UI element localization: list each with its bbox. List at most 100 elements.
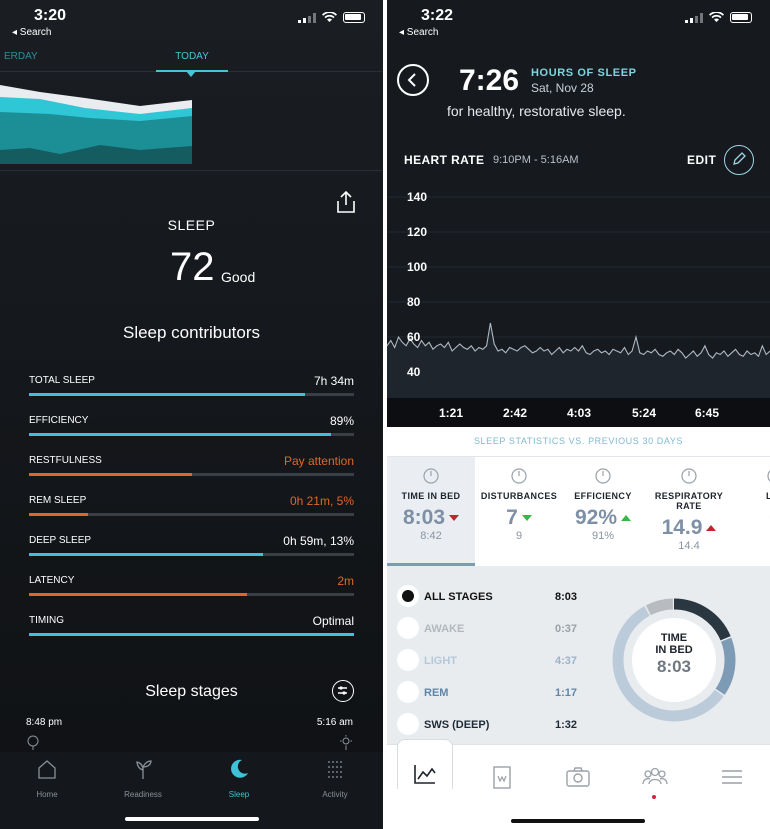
cellular-signal-icon bbox=[298, 12, 316, 23]
back-to-search-link[interactable]: ◂ Search bbox=[12, 27, 52, 38]
stat-label: RESPIRATORY RATE bbox=[654, 491, 724, 511]
contributor-label: REM SLEEP bbox=[29, 495, 87, 506]
contributor-bar-track bbox=[29, 473, 354, 476]
contributor-bar-fill bbox=[29, 633, 354, 636]
sleep-contributors-title: Sleep contributors bbox=[122, 323, 261, 342]
stat-tile[interactable]: TIME IN BED 8:03 8:42 bbox=[387, 457, 475, 567]
stage-row[interactable]: LIGHT 4:37 bbox=[397, 649, 577, 675]
stat-value-row: 8:03 bbox=[387, 506, 475, 530]
trend-icon[interactable] bbox=[410, 759, 440, 789]
battery-icon bbox=[343, 12, 365, 23]
contributor-row[interactable]: DEEP SLEEP 0h 59m, 13% bbox=[29, 528, 354, 568]
contributor-row[interactable]: TOTAL SLEEP 7h 34m bbox=[29, 368, 354, 408]
x-tick-label: 5:24 bbox=[631, 406, 657, 420]
stat-tile[interactable]: LAT 00 bbox=[731, 457, 770, 567]
stat-value-row: 0 bbox=[731, 506, 770, 530]
x-tick-label: 6:45 bbox=[694, 406, 720, 420]
stage-value: 1:32 bbox=[554, 719, 577, 731]
stage-row[interactable]: AWAKE 0:37 bbox=[397, 617, 577, 643]
stat-tile[interactable]: RESPIRATORY RATE 14.9 14.4 bbox=[645, 457, 733, 567]
stage-value: 1:17 bbox=[554, 687, 577, 699]
stat-previous: 8:42 bbox=[420, 530, 442, 542]
stage-radio[interactable] bbox=[397, 649, 419, 671]
stage-label: SWS (DEEP) bbox=[424, 719, 490, 731]
stat-previous: 14.4 bbox=[678, 540, 700, 552]
stage-row[interactable]: ALL STAGES 8:03 bbox=[397, 585, 577, 611]
donut-center-label: TIME IN BED 8:03 bbox=[608, 632, 740, 675]
status-bar: 3:20 ◂ Search bbox=[0, 0, 383, 44]
contributor-row[interactable]: REM SLEEP 0h 21m, 5% bbox=[29, 488, 354, 528]
sprout-icon bbox=[136, 760, 152, 779]
heart-rate-x-axis bbox=[387, 398, 770, 427]
lungs-icon bbox=[645, 457, 733, 491]
bedtime-start: 8:48 pm bbox=[26, 717, 63, 728]
contributor-bar-fill bbox=[29, 433, 332, 436]
stat-previous: 0 bbox=[731, 530, 770, 542]
status-icons bbox=[685, 12, 752, 23]
stat-value-row: 7 bbox=[475, 506, 563, 530]
nav-readiness[interactable]: Readiness bbox=[108, 758, 178, 799]
hours-of-sleep-value: 7:26 bbox=[459, 64, 520, 97]
contributor-label: RESTFULNESS bbox=[29, 455, 102, 466]
stage-radio[interactable] bbox=[397, 713, 419, 735]
donut-center bbox=[632, 618, 716, 702]
contributor-row[interactable]: LATENCY 2m bbox=[29, 568, 354, 608]
stat-label: LAT bbox=[765, 491, 770, 501]
stat-tile[interactable]: DISTURBANCES 7 9 bbox=[475, 457, 563, 567]
tab-yesterday[interactable]: ERDAY bbox=[4, 51, 38, 62]
stat-value: 92% bbox=[574, 506, 618, 529]
stage-value: 0:37 bbox=[554, 623, 577, 635]
contributor-bar-fill bbox=[29, 473, 192, 476]
stat-value-row: 92% bbox=[559, 506, 647, 530]
menu-icon[interactable] bbox=[717, 762, 747, 792]
back-button[interactable] bbox=[397, 64, 429, 96]
donut-segment bbox=[612, 598, 736, 722]
team-icon[interactable] bbox=[640, 762, 670, 792]
stage-radio[interactable] bbox=[397, 585, 419, 607]
stages-filter-button[interactable] bbox=[332, 680, 354, 702]
sleep-statistics-header: SLEEP STATISTICS VS. PREVIOUS 30 DAYS bbox=[473, 436, 684, 446]
stage-radio[interactable] bbox=[397, 617, 419, 639]
home-indicator bbox=[125, 817, 259, 821]
stat-tile[interactable]: EFFICIENCY 92% 91% bbox=[559, 457, 647, 567]
battery-icon bbox=[730, 12, 752, 23]
stage-value: 8:03 bbox=[554, 591, 577, 603]
bottom-tab-bar bbox=[387, 739, 770, 829]
y-tick-label: 60 bbox=[407, 330, 421, 344]
contributor-label: EFFICIENCY bbox=[29, 415, 89, 426]
clipboard-icon[interactable] bbox=[487, 762, 517, 792]
whoop-sleep-screen: 3:22 ◂ Search 7:26 HOURS OF SLEEP Sat, N… bbox=[387, 0, 770, 829]
sleep-trend-chart bbox=[0, 85, 192, 164]
contributor-row[interactable]: TIMING Optimal bbox=[29, 608, 354, 648]
back-to-search-link[interactable]: ◂ Search bbox=[399, 27, 439, 38]
nav-trends-selected-tab[interactable] bbox=[397, 739, 453, 789]
donut-label-line1: TIME bbox=[660, 632, 688, 644]
share-icon[interactable] bbox=[334, 190, 358, 214]
contributor-bar-track bbox=[29, 433, 354, 436]
nav-activity[interactable]: Activity bbox=[300, 758, 370, 799]
sleep-score-value: 72 bbox=[170, 245, 215, 289]
stage-radio[interactable] bbox=[397, 681, 419, 703]
home-indicator bbox=[511, 819, 645, 823]
nav-sleep[interactable]: Sleep bbox=[204, 758, 274, 799]
stat-value: 7 bbox=[506, 506, 518, 529]
contributor-value: 0h 21m, 5% bbox=[289, 494, 354, 508]
edit-button[interactable] bbox=[724, 145, 754, 175]
nav-home[interactable]: Home bbox=[12, 758, 82, 799]
stage-row[interactable]: SWS (DEEP) 1:32 bbox=[397, 713, 577, 739]
nav-readiness-label: Readiness bbox=[124, 790, 162, 799]
cellular-signal-icon bbox=[685, 12, 703, 23]
contributor-row[interactable]: RESTFULNESS Pay attention bbox=[29, 448, 354, 488]
camera-icon[interactable] bbox=[563, 762, 593, 792]
donut-segment bbox=[612, 598, 736, 722]
moon-icon bbox=[231, 759, 248, 778]
donut-label-line2: IN BED bbox=[655, 644, 693, 656]
stage-row[interactable]: REM 1:17 bbox=[397, 681, 577, 707]
pencil-icon bbox=[733, 152, 746, 165]
edit-label[interactable]: EDIT bbox=[687, 153, 717, 167]
tab-pointer-icon bbox=[186, 71, 196, 77]
tab-today[interactable]: TODAY bbox=[175, 51, 209, 62]
contributor-row[interactable]: EFFICIENCY 89% bbox=[29, 408, 354, 448]
heart-rate-chart bbox=[387, 196, 770, 398]
contributor-label: TOTAL SLEEP bbox=[29, 375, 95, 386]
